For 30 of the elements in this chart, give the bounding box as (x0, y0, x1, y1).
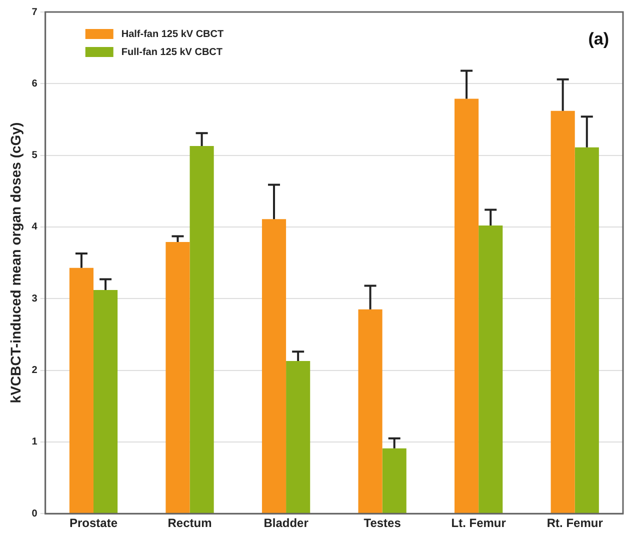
y-tick-label: 2 (32, 365, 38, 376)
x-tick-label: Bladder (264, 516, 309, 530)
y-tick-label: 4 (32, 222, 38, 233)
x-tick-label: Testes (364, 516, 402, 530)
y-axis-title: kVCBCT-induced mean organ doses (cGy) (7, 122, 24, 404)
y-tick-label: 3 (32, 293, 38, 304)
legend-label: Full-fan 125 kV CBCT (121, 46, 222, 58)
annotation: (a) (588, 30, 609, 49)
legend-label: Half-fan 125 kV CBCT (121, 28, 224, 40)
y-tick-label: 5 (32, 150, 38, 162)
bar (190, 146, 214, 514)
bar (454, 98, 479, 514)
y-tick-label: 6 (32, 78, 38, 90)
bar (69, 268, 94, 514)
bar (286, 360, 310, 514)
y-tick-label: 1 (32, 436, 38, 448)
bar (166, 242, 190, 514)
x-tick-label: Rectum (168, 516, 212, 530)
bar (478, 226, 503, 514)
y-tick-label: 0 (32, 508, 38, 520)
bar (262, 219, 286, 514)
bar (550, 110, 575, 514)
bar (358, 309, 382, 514)
bar (382, 448, 406, 514)
bar (94, 290, 118, 514)
x-tick-label: Prostate (69, 516, 118, 530)
bar (574, 147, 599, 514)
y-tick-label: 7 (32, 6, 38, 18)
x-tick-label: Rt. Femur (546, 516, 604, 530)
x-tick-label: Lt. Femur (451, 516, 506, 530)
